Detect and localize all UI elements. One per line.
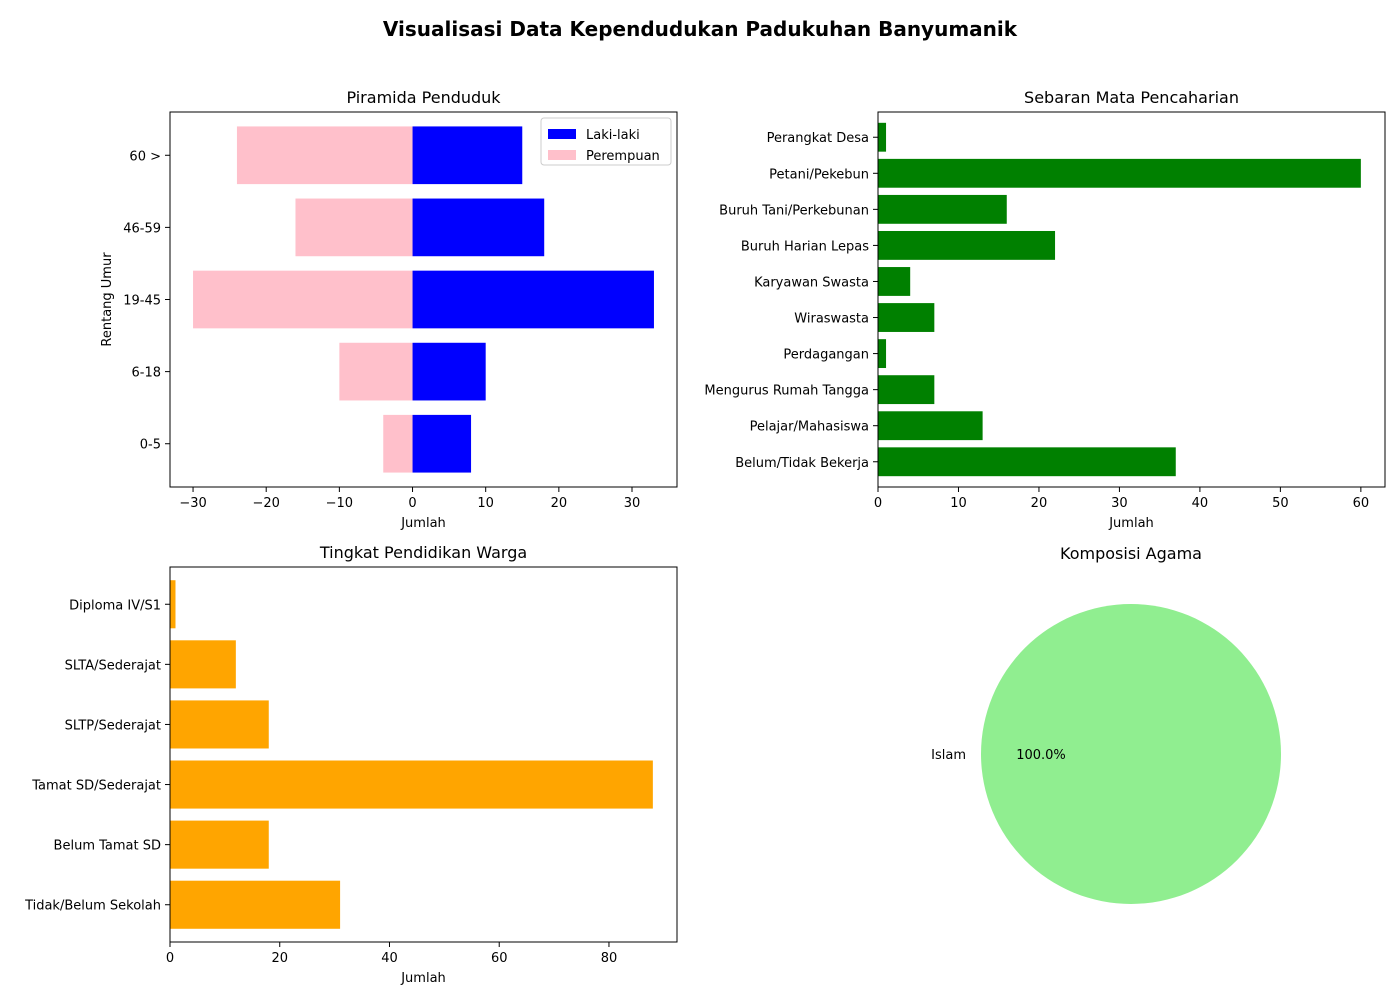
chart-title: Piramida Penduduk — [346, 88, 501, 107]
bar-value-1 — [170, 820, 269, 869]
y-tick-label: Wiraswasta — [794, 312, 869, 327]
bar-value-3 — [170, 700, 269, 749]
bar-male-1 — [412, 342, 486, 401]
y-tick-label: 46-59 — [123, 221, 161, 236]
bar-value-5 — [170, 580, 176, 629]
x-axis-label: Jumlah — [400, 971, 446, 986]
bar-male-3 — [412, 198, 545, 257]
y-axis-label: Rentang Umur — [100, 252, 115, 347]
y-tick-label: 0-5 — [140, 438, 161, 453]
religion-pie-chart: Komposisi Agama Islam 100.0% — [931, 544, 1281, 904]
bar-male-2 — [412, 270, 654, 329]
x-tick-label: 20 — [551, 496, 568, 511]
bar-value-4 — [878, 303, 935, 332]
bar-value-1 — [878, 411, 983, 441]
y-tick-label: Pelajar/Mahasiswa — [750, 420, 869, 435]
x-tick-label: −30 — [179, 496, 206, 511]
y-tick-label: SLTP/Sederajat — [65, 718, 161, 733]
bar-value-9 — [878, 122, 887, 152]
x-tick-label: 60 — [1353, 496, 1370, 511]
y-tick-label: Perdagangan — [783, 348, 869, 363]
chart-title: Komposisi Agama — [1060, 544, 1202, 563]
x-tick-label: 10 — [477, 496, 494, 511]
chart-title: Tingkat Pendidikan Warga — [319, 543, 527, 562]
x-tick-label: 40 — [381, 951, 398, 966]
y-tick-label: Diploma IV/S1 — [69, 598, 161, 613]
occupation-chart: Sebaran Mata Pencaharian 0 10 20 30 40 50 60 Bel… — [704, 88, 1386, 531]
y-tick-label: Buruh Tani/Perkebunan — [719, 203, 869, 218]
bar-value-7 — [878, 194, 1007, 224]
x-tick-label: 60 — [491, 951, 508, 966]
y-tick-label: Belum Tamat SD — [54, 839, 161, 854]
y-tick-label: Belum/Tidak Bekerja — [735, 456, 869, 471]
pie-slice-islam — [981, 604, 1281, 904]
bar-female-1 — [339, 342, 413, 401]
x-tick-label: 30 — [624, 496, 641, 511]
bar-value-2 — [878, 375, 935, 405]
figure-title: Visualisasi Data Kependudukan Padukuhan … — [383, 17, 1018, 41]
bar-male-0 — [412, 414, 472, 473]
y-tick-label: 6-18 — [131, 366, 161, 381]
x-tick-label: −20 — [252, 496, 279, 511]
bar-female-0 — [383, 414, 413, 473]
x-tick-label: 20 — [271, 951, 288, 966]
bar-female-2 — [193, 270, 413, 329]
y-tick-label: Tamat SD/Sederajat — [31, 779, 161, 794]
x-axis-label: Jumlah — [400, 516, 446, 531]
y-tick-label: Tidak/Belum Sekolah — [24, 899, 161, 914]
bar-female-4 — [236, 126, 413, 185]
y-tick-label: Buruh Harian Lepas — [741, 239, 869, 254]
x-tick-label: 80 — [601, 951, 618, 966]
education-chart: Tingkat Pendidikan Warga 0 20 40 60 80 Tidak/B… — [24, 543, 678, 986]
y-tick-label: Mengurus Rumah Tangga — [704, 384, 869, 399]
bar-female-3 — [295, 198, 413, 257]
legend-swatch-male — [548, 129, 576, 139]
x-tick-label: 20 — [1031, 496, 1048, 511]
bar-value-5 — [878, 267, 911, 296]
bar-value-8 — [878, 158, 1361, 188]
axes-frame — [877, 111, 1386, 488]
x-tick-label: 50 — [1272, 496, 1289, 511]
x-tick-label: 40 — [1192, 496, 1209, 511]
x-tick-label: −10 — [326, 496, 353, 511]
pyramid-chart: Piramida Penduduk −30 −20 −10 0 10 20 30 0-5 6-18… — [100, 88, 678, 531]
bar-value-2 — [170, 760, 653, 809]
x-tick-label: 0 — [408, 496, 416, 511]
bar-value-4 — [170, 640, 236, 689]
bar-value-6 — [878, 230, 1056, 260]
y-tick-label: Petani/Pekebun — [769, 167, 869, 182]
pie-percent-label: 100.0% — [1016, 748, 1066, 763]
x-tick-label: 0 — [874, 496, 882, 511]
y-tick-label: 60 > — [129, 149, 161, 164]
pie-label: Islam — [931, 748, 966, 763]
x-axis-label: Jumlah — [1108, 516, 1154, 531]
x-tick-label: 0 — [166, 951, 174, 966]
legend-label: Perempuan — [586, 149, 660, 164]
y-tick-label: 19-45 — [123, 294, 161, 309]
axes-frame — [169, 566, 678, 943]
x-tick-label: 30 — [1111, 496, 1128, 511]
y-tick-label: Karyawan Swasta — [754, 275, 869, 290]
chart-title: Sebaran Mata Pencaharian — [1024, 88, 1239, 107]
y-tick-label: SLTA/Sederajat — [65, 658, 161, 673]
bar-value-3 — [878, 339, 887, 369]
x-tick-label: 10 — [950, 496, 967, 511]
bar-male-4 — [412, 126, 523, 185]
y-tick-label: Perangkat Desa — [767, 131, 869, 146]
legend-swatch-female — [548, 150, 576, 160]
legend-label: Laki-laki — [586, 128, 640, 143]
bar-value-0 — [170, 880, 341, 929]
bar-value-0 — [878, 447, 1176, 477]
